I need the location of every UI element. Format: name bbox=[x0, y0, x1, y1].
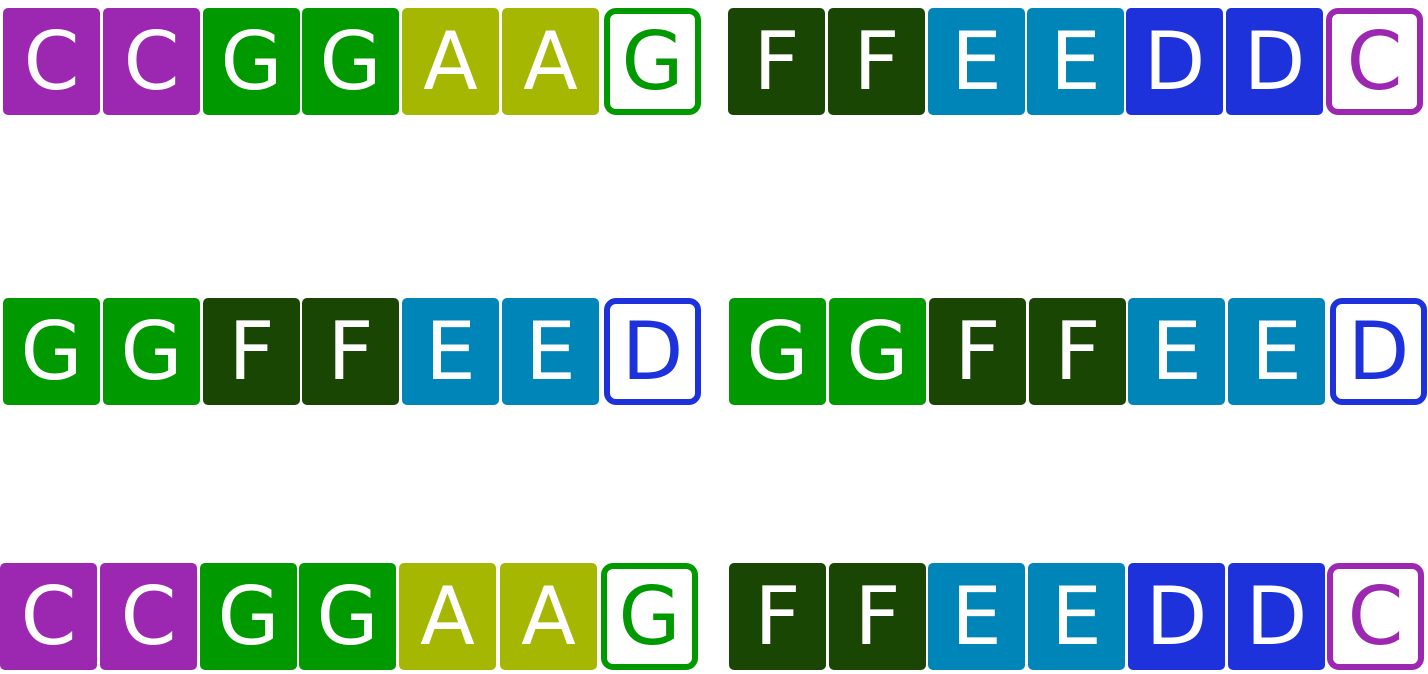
note-tile-f: F bbox=[929, 298, 1026, 405]
note-tile-g: G bbox=[302, 8, 399, 115]
note-tile-g: G bbox=[729, 298, 826, 405]
note-tile-g: G bbox=[299, 563, 396, 670]
note-tile-d: D bbox=[1128, 563, 1225, 670]
note-tile-g: G bbox=[604, 8, 701, 115]
note-tile-e: E bbox=[928, 8, 1025, 115]
note-tile-f: F bbox=[728, 8, 825, 115]
note-tile-f: F bbox=[828, 8, 925, 115]
note-tile-g: G bbox=[829, 298, 926, 405]
note-tile-e: E bbox=[1028, 563, 1125, 670]
note-tile-a: A bbox=[399, 563, 496, 670]
note-tile-f: F bbox=[729, 563, 826, 670]
note-tile-f: F bbox=[1029, 298, 1126, 405]
note-tile-g: G bbox=[3, 298, 100, 405]
note-tile-g: G bbox=[203, 8, 300, 115]
note-tile-d: D bbox=[1226, 8, 1323, 115]
note-tile-g: G bbox=[103, 298, 200, 405]
note-tile-c: C bbox=[103, 8, 200, 115]
note-tile-c: C bbox=[100, 563, 197, 670]
note-tile-e: E bbox=[1128, 298, 1225, 405]
note-tile-c: C bbox=[3, 8, 100, 115]
note-tile-e: E bbox=[402, 298, 499, 405]
note-tile-a: A bbox=[402, 8, 499, 115]
note-tile-d: D bbox=[604, 298, 701, 405]
note-tile-d: D bbox=[1228, 563, 1325, 670]
note-tile-e: E bbox=[502, 298, 599, 405]
note-tile-a: A bbox=[502, 8, 599, 115]
note-tile-g: G bbox=[601, 563, 698, 670]
note-tile-c: C bbox=[1327, 563, 1424, 670]
note-tile-e: E bbox=[928, 563, 1025, 670]
note-tile-f: F bbox=[203, 298, 300, 405]
note-tile-d: D bbox=[1126, 8, 1223, 115]
note-tile-e: E bbox=[1228, 298, 1325, 405]
note-tile-c: C bbox=[1326, 8, 1423, 115]
note-tile-f: F bbox=[829, 563, 926, 670]
note-tile-e: E bbox=[1027, 8, 1124, 115]
note-tile-c: C bbox=[0, 563, 97, 670]
note-tile-g: G bbox=[200, 563, 297, 670]
note-tile-f: F bbox=[302, 298, 399, 405]
note-tile-a: A bbox=[500, 563, 597, 670]
note-tile-d: D bbox=[1330, 298, 1427, 405]
